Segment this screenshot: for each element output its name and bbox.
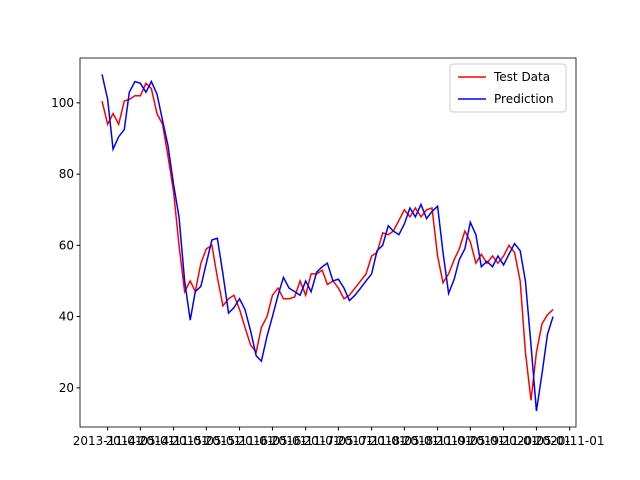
x-tick-label: 2014-05-01	[105, 434, 175, 448]
x-tick-label: 2017-11-01	[337, 434, 407, 448]
x-tick-label: 2015-11-01	[205, 434, 275, 448]
legend: Test Data Prediction	[449, 63, 567, 113]
y-tick-label: 80	[59, 167, 74, 181]
legend-label: Test Data	[493, 70, 550, 84]
x-tick-label: 2016-11-01	[271, 434, 341, 448]
y-tick-label: 40	[59, 310, 74, 324]
x-tick-label: 2019-05-01	[435, 434, 505, 448]
y-tick-label: 60	[59, 238, 74, 252]
plot-frame	[79, 57, 577, 428]
legend-label: Prediction	[494, 92, 554, 106]
series-line	[101, 81, 554, 401]
x-tick-label: 2018-11-01	[403, 434, 473, 448]
x-tick-label: 2020-05-01	[502, 434, 572, 448]
x-tick-label: 2016-05-01	[238, 434, 308, 448]
y-tick-label: 20	[59, 381, 74, 395]
x-tick-label: 2018-05-01	[369, 434, 439, 448]
x-tick-label: 2017-05-01	[304, 434, 374, 448]
x-tick-label: 2013-11-01	[73, 434, 143, 448]
y-tick-label: 100	[51, 96, 74, 110]
series-line	[101, 74, 554, 412]
legend-box	[449, 63, 567, 113]
x-tick-label: 2014-11-01	[139, 434, 209, 448]
x-tick-label: 2015-05-01	[171, 434, 241, 448]
x-tick-label: 2020-11-01	[535, 434, 605, 448]
x-tick-label: 2019-11-01	[469, 434, 539, 448]
